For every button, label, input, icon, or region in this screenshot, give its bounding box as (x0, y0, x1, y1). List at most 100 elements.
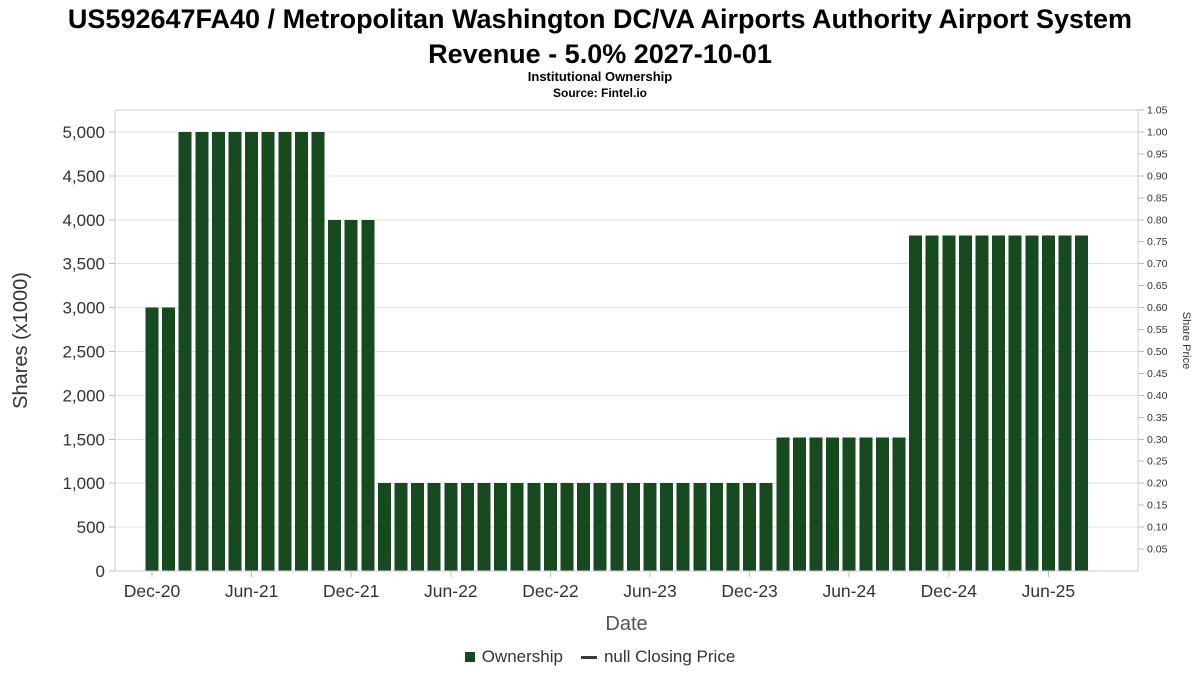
ownership-bar[interactable] (892, 437, 906, 571)
right-axis-tick-label: 1.00 (1147, 126, 1168, 138)
right-axis-tick-label: 0.55 (1147, 324, 1168, 336)
left-axis-tick-label: 3,500 (62, 255, 105, 274)
right-axis-tick-label: 0.60 (1147, 302, 1168, 314)
left-axis-tick-label: 0 (96, 562, 105, 581)
ownership-bar[interactable] (743, 483, 757, 571)
ownership-bar[interactable] (676, 483, 690, 571)
ownership-bar[interactable] (1041, 235, 1055, 571)
right-axis-tick-label: 0.10 (1147, 522, 1168, 534)
ownership-bar[interactable] (909, 235, 923, 571)
left-axis-tick-label: 1,500 (62, 430, 105, 449)
ownership-bar[interactable] (593, 483, 607, 571)
ownership-bar[interactable] (776, 437, 790, 571)
x-axis-tick-label: Jun-21 (225, 581, 279, 601)
left-axis-tick-label: 4,000 (62, 211, 105, 230)
ownership-bar[interactable] (477, 483, 491, 571)
x-axis-tick-label: Jun-24 (822, 581, 876, 601)
ownership-bar[interactable] (494, 483, 508, 571)
ownership-bar[interactable] (826, 437, 840, 571)
ownership-bar[interactable] (942, 235, 956, 571)
chart-subtitle: Institutional Ownership (527, 69, 673, 84)
legend-label-closing-price: null Closing Price (603, 647, 736, 666)
ownership-bar[interactable] (444, 483, 458, 571)
right-axis-tick-label: 0.45 (1147, 368, 1168, 380)
ownership-bar[interactable] (162, 307, 176, 571)
right-axis-tick-label: 0.80 (1147, 214, 1168, 226)
ownership-bar[interactable] (875, 437, 889, 571)
left-axis-tick-label: 5,000 (62, 123, 105, 142)
x-axis-title: Date (605, 613, 647, 635)
ownership-bar[interactable] (560, 483, 574, 571)
x-axis-tick-label: Jun-25 (1022, 581, 1076, 601)
ownership-bar[interactable] (361, 219, 375, 571)
right-axis-tick-label: 0.65 (1147, 280, 1168, 292)
ownership-bar[interactable] (842, 437, 856, 571)
ownership-bar[interactable] (278, 131, 292, 571)
ownership-bar[interactable] (577, 483, 591, 571)
right-axis-tick-label: 0.20 (1147, 478, 1168, 490)
left-axis-tick-label: 2,000 (62, 386, 105, 405)
ownership-bar[interactable] (1008, 235, 1022, 571)
y-axis-title-left: Shares (x1000) (10, 272, 32, 409)
right-axis-tick-label: 0.50 (1147, 346, 1168, 358)
ownership-bar[interactable] (1025, 235, 1039, 571)
legend: Ownership null Closing Price (0, 647, 1200, 667)
ownership-bar[interactable] (726, 483, 740, 571)
ownership-bar[interactable] (925, 235, 939, 571)
ownership-bar[interactable] (211, 131, 225, 571)
ownership-bar[interactable] (195, 131, 209, 571)
ownership-bar[interactable] (626, 483, 640, 571)
ownership-bar[interactable] (759, 483, 773, 571)
x-axis-tick-label: Jun-23 (623, 581, 677, 601)
ownership-bar[interactable] (145, 307, 159, 571)
x-axis-tick-label: Jun-22 (424, 581, 478, 601)
left-axis-tick-label: 1,000 (62, 474, 105, 493)
ownership-bar[interactable] (809, 437, 823, 571)
closing-price-line-marker (580, 655, 597, 659)
ownership-bar[interactable] (394, 483, 408, 571)
ownership-bar[interactable] (859, 437, 873, 571)
right-axis-tick-label: 0.70 (1147, 258, 1168, 270)
right-axis-tick-label: 0.85 (1147, 192, 1168, 204)
ownership-bar[interactable] (958, 235, 972, 571)
ownership-bar[interactable] (377, 483, 391, 571)
ownership-bar[interactable] (992, 235, 1006, 571)
ownership-bar[interactable] (427, 483, 441, 571)
legend-item-closing-price[interactable]: null Closing Price (580, 647, 736, 667)
ownership-bar[interactable] (510, 483, 524, 571)
x-axis-tick-label: Dec-24 (921, 581, 978, 601)
ownership-bar[interactable] (1075, 235, 1089, 571)
ownership-bar[interactable] (527, 483, 541, 571)
ownership-bar[interactable] (411, 483, 425, 571)
ownership-bar[interactable] (610, 483, 624, 571)
ownership-bar[interactable] (792, 437, 806, 571)
ownership-bar[interactable] (660, 483, 674, 571)
x-axis-tick-label: Dec-23 (721, 581, 777, 601)
ownership-bar[interactable] (328, 219, 342, 571)
right-axis-tick-label: 0.90 (1147, 170, 1168, 182)
ownership-bar[interactable] (228, 131, 242, 571)
ownership-bar[interactable] (643, 483, 657, 571)
ownership-bar[interactable] (709, 483, 723, 571)
right-axis-tick-label: 1.05 (1147, 105, 1168, 117)
ownership-bar[interactable] (1058, 235, 1072, 571)
x-axis-tick-label: Dec-22 (522, 581, 578, 601)
right-axis-tick-label: 0.35 (1147, 412, 1168, 424)
right-axis-tick-label: 0.30 (1147, 434, 1168, 446)
ownership-bar[interactable] (975, 235, 989, 571)
right-axis-tick-label: 0.05 (1147, 544, 1168, 556)
ownership-bar[interactable] (344, 219, 358, 571)
ownership-bar[interactable] (245, 131, 259, 571)
right-axis-tick-label: 0.40 (1147, 390, 1168, 402)
y-axis-title-right: Share Price (1180, 312, 1192, 369)
ownership-bar[interactable] (261, 131, 275, 571)
ownership-bar[interactable] (460, 483, 474, 571)
legend-item-ownership[interactable]: Ownership (464, 647, 563, 667)
ownership-bar[interactable] (693, 483, 707, 571)
ownership-bar[interactable] (543, 483, 557, 571)
ownership-bar[interactable] (294, 131, 308, 571)
ownership-square-marker (464, 652, 475, 662)
ownership-bar[interactable] (311, 131, 325, 571)
ownership-bar[interactable] (178, 131, 192, 571)
